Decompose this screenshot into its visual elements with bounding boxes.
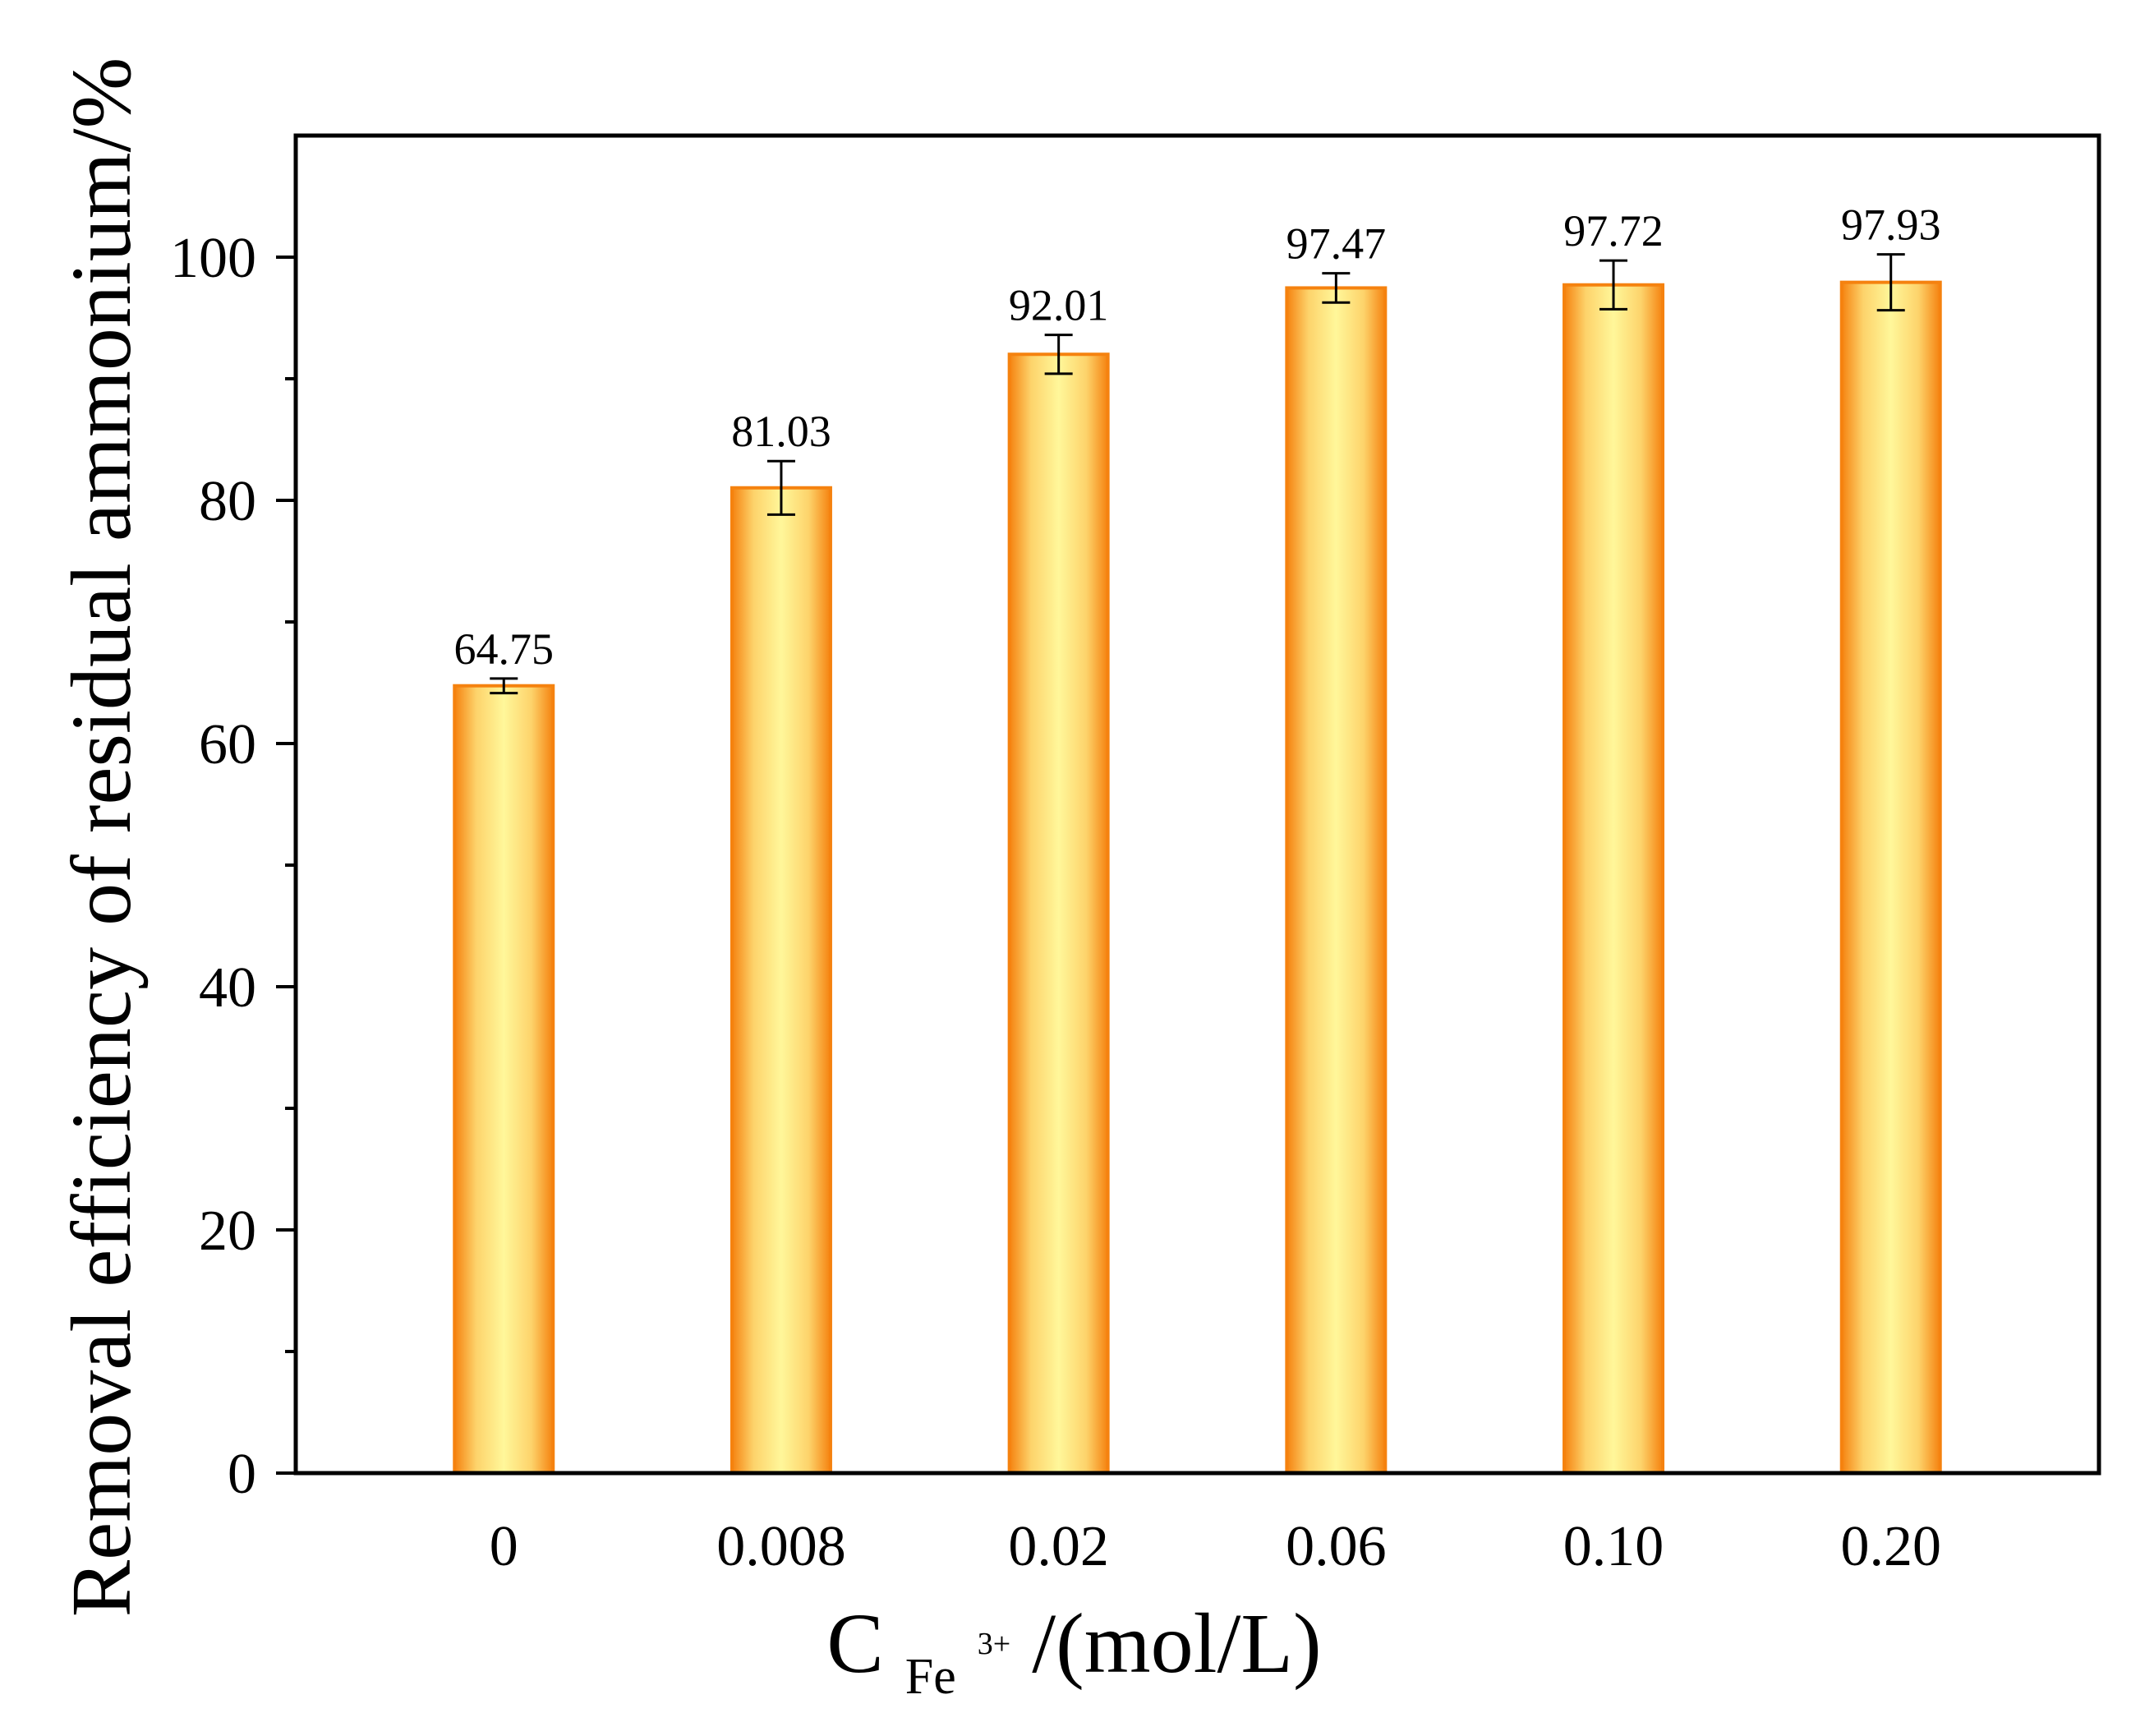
y-tick-label: 20 <box>199 1200 256 1263</box>
bars-layer <box>453 280 1942 1476</box>
error-bars-layer <box>490 253 1905 695</box>
bar <box>1285 286 1388 1476</box>
x-axis-title-main: C <box>826 1596 883 1691</box>
x-tick-label: 0.06 <box>1286 1515 1387 1578</box>
data-label: 64.75 <box>454 624 555 674</box>
y-tick-label: 60 <box>199 713 256 776</box>
error-bar <box>1876 253 1905 312</box>
y-axis-title: Removal efficiency of residual ammonium/… <box>54 58 149 1617</box>
x-axis-title-subscript: Fe <box>905 1649 956 1705</box>
data-label: 81.03 <box>731 407 831 456</box>
data-labels-layer: 64.75 81.03 92.01 97.47 97.72 97.93 <box>454 200 1941 674</box>
data-label: 97.72 <box>1563 206 1664 256</box>
bar <box>730 486 832 1475</box>
data-label: 97.47 <box>1286 219 1387 269</box>
x-tick-label: 0.20 <box>1840 1515 1941 1578</box>
error-bar <box>766 459 795 516</box>
bar <box>1839 280 1942 1475</box>
x-tick-label: 0.10 <box>1563 1515 1664 1578</box>
error-bar <box>1599 259 1628 311</box>
y-tick-label: 80 <box>199 470 256 533</box>
error-bar <box>1322 272 1351 304</box>
x-axis-title: C Fe 3+ /(mol/L) <box>826 1578 1321 1712</box>
x-tick-label: 0.008 <box>716 1515 846 1578</box>
bar <box>1563 283 1665 1475</box>
x-axis-title-superscript: 3+ <box>978 1627 1010 1661</box>
x-axis-title-suffix: /(mol/L) <box>1032 1596 1321 1691</box>
bar <box>1007 352 1110 1476</box>
bar <box>453 684 555 1475</box>
x-axis-ticks: 0 0.008 0.02 0.06 0.10 0.20 <box>490 1515 1941 1578</box>
x-tick-label: 0.02 <box>1008 1515 1109 1578</box>
x-tick-label: 0 <box>490 1515 518 1578</box>
error-bar <box>1044 334 1073 375</box>
y-tick-label: 0 <box>228 1443 256 1506</box>
y-axis-ticks: 0 20 40 60 80 100 <box>170 227 296 1506</box>
error-bar <box>490 677 518 695</box>
y-tick-label: 40 <box>199 956 256 1020</box>
plot-frame <box>293 133 2101 1476</box>
data-label: 92.01 <box>1009 281 1109 330</box>
y-tick-label: 100 <box>170 227 256 290</box>
data-label: 97.93 <box>1841 200 1941 250</box>
